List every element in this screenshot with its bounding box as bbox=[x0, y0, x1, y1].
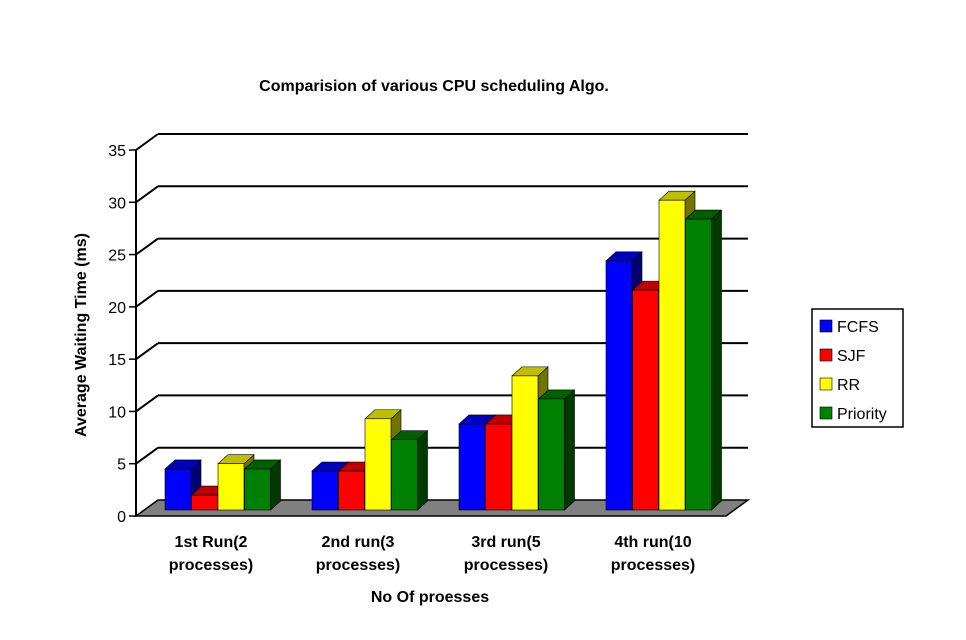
x-category-label-line: processes) bbox=[169, 557, 254, 574]
y-tick-label: 0 bbox=[117, 509, 126, 526]
legend-swatch bbox=[819, 348, 833, 362]
gridline-diagonal bbox=[135, 342, 159, 360]
x-category-label-line: 3rd run(5 bbox=[471, 534, 540, 551]
bar-priority-2 bbox=[390, 429, 429, 511]
bar-front bbox=[511, 375, 539, 511]
bar-front bbox=[632, 289, 659, 511]
chart-title: Comparision of various CPU scheduling Al… bbox=[259, 78, 609, 95]
legend-label: FCFS bbox=[837, 319, 879, 336]
bar-front bbox=[338, 470, 365, 511]
x-category-label-line: 1st Run(2 bbox=[175, 534, 248, 551]
bar-front bbox=[364, 418, 392, 511]
legend-swatch bbox=[819, 377, 833, 391]
bar-side bbox=[417, 429, 428, 511]
bar-front bbox=[391, 439, 418, 511]
x-category-label: 4th run(10 processes) bbox=[611, 534, 696, 574]
bar-front bbox=[191, 494, 218, 511]
x-category-label-line: 4th run(10 bbox=[614, 534, 691, 551]
y-tick-label: 5 bbox=[117, 457, 126, 474]
bar-front bbox=[485, 423, 512, 511]
y-axis-label: Average Waiting Time (ms) bbox=[73, 233, 90, 437]
bar-side bbox=[564, 389, 575, 511]
legend-label: SJF bbox=[837, 348, 866, 365]
bar-priority-4 bbox=[684, 209, 723, 511]
bar-front bbox=[605, 260, 633, 511]
x-category-label: 2nd run(3 processes) bbox=[316, 534, 401, 574]
y-tick-label: 10 bbox=[108, 404, 126, 421]
bar-front bbox=[311, 470, 339, 511]
y-tick-label: 20 bbox=[108, 300, 126, 317]
legend-label: Priority bbox=[837, 406, 887, 423]
legend: FCFS SJF RR Priority bbox=[811, 308, 904, 428]
bar-priority-1 bbox=[243, 459, 282, 511]
chart-floor bbox=[133, 499, 751, 517]
legend-swatch bbox=[819, 406, 833, 420]
x-axis-label: No Of proesses bbox=[371, 589, 489, 606]
legend-label: RR bbox=[837, 377, 860, 394]
bar-side bbox=[711, 209, 722, 511]
gridline-diagonal bbox=[135, 290, 159, 308]
x-category-label-line: processes) bbox=[464, 557, 549, 574]
bar-front bbox=[244, 468, 271, 511]
gridline-diagonal bbox=[135, 446, 159, 465]
x-category-label-line: processes) bbox=[316, 557, 401, 574]
y-tick-label: 25 bbox=[108, 248, 126, 265]
x-category-label-line: 2nd run(3 bbox=[322, 534, 395, 551]
x-category-label-line: processes) bbox=[611, 557, 696, 574]
y-tick-label: 35 bbox=[108, 143, 126, 160]
x-category-label: 1st Run(2 processes) bbox=[169, 534, 254, 574]
gridline-diagonal bbox=[135, 237, 159, 256]
bar-front bbox=[685, 218, 712, 511]
gridline-diagonal bbox=[135, 133, 159, 151]
bar-priority-3 bbox=[537, 389, 576, 511]
y-tick-label: 15 bbox=[108, 352, 126, 369]
y-tick-label: 30 bbox=[108, 195, 126, 212]
gridline-diagonal bbox=[135, 394, 159, 413]
legend-swatch bbox=[819, 319, 833, 333]
bar-front bbox=[658, 199, 686, 511]
bar-front bbox=[538, 398, 565, 511]
bar-front bbox=[164, 468, 192, 511]
gridline-diagonal bbox=[135, 185, 159, 204]
bar-front bbox=[458, 423, 486, 511]
bar-front bbox=[217, 463, 245, 511]
x-category-label: 3rd run(5 processes) bbox=[464, 534, 549, 574]
